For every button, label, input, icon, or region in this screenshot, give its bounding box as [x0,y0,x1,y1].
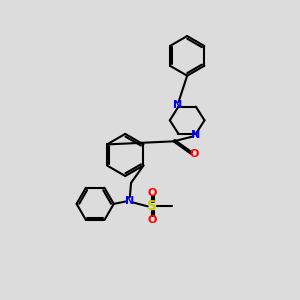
Text: O: O [190,149,199,159]
Text: O: O [147,188,157,198]
Text: N: N [125,196,134,206]
Text: O: O [147,215,157,225]
Text: N: N [172,100,182,110]
Text: S: S [147,199,157,213]
Text: N: N [191,130,200,140]
